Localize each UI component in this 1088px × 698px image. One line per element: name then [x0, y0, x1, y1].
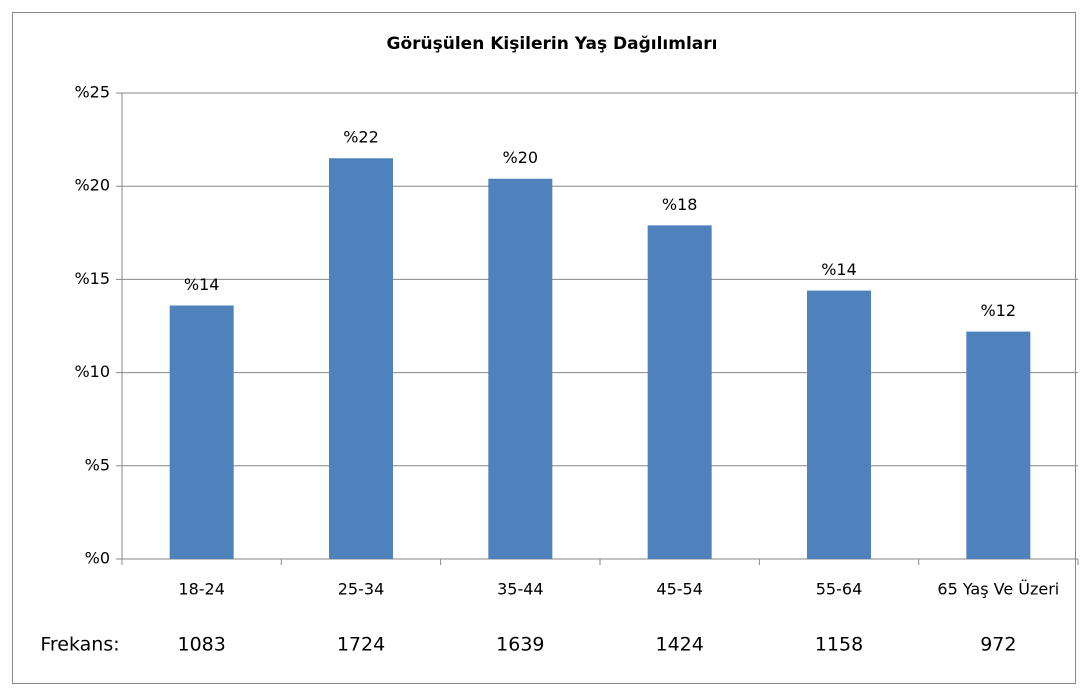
frequency-value: 1639	[496, 634, 544, 656]
bar	[966, 331, 1031, 559]
frequency-value: 1424	[655, 634, 703, 656]
frequency-value: 1083	[177, 634, 225, 656]
value-label: %14	[821, 260, 857, 279]
frequency-value: 972	[980, 634, 1016, 656]
x-tick-label: 35-44	[497, 580, 544, 599]
y-tick-label: %5	[85, 455, 110, 474]
x-tick-label: 25-34	[338, 580, 385, 599]
bar	[488, 178, 553, 559]
chart-title: Görüşülen Kişilerin Yaş Dağılımları	[387, 34, 718, 54]
y-tick-label: %25	[74, 83, 110, 102]
value-label: %20	[503, 148, 539, 167]
x-tick-label: 65 Yaş Ve Üzeri	[937, 580, 1059, 599]
frequency-value: 1158	[815, 634, 863, 656]
value-label: %12	[981, 301, 1017, 320]
bar	[169, 305, 234, 559]
value-label: %22	[343, 128, 379, 147]
x-tick-label: 55-64	[816, 580, 863, 599]
bar	[647, 225, 712, 559]
y-tick-label: %0	[85, 549, 110, 568]
frequency-label: Frekans:	[40, 634, 119, 656]
value-label: %14	[184, 275, 220, 294]
x-tick-label: 45-54	[656, 580, 703, 599]
frequency-value: 1724	[337, 634, 385, 656]
bar	[329, 158, 393, 560]
x-tick-label: 18-24	[178, 580, 225, 599]
y-tick-label: %15	[74, 269, 110, 288]
y-tick-label: %10	[74, 362, 110, 381]
bar	[807, 290, 871, 559]
y-tick-label: %20	[74, 176, 110, 195]
value-label: %18	[662, 195, 698, 214]
